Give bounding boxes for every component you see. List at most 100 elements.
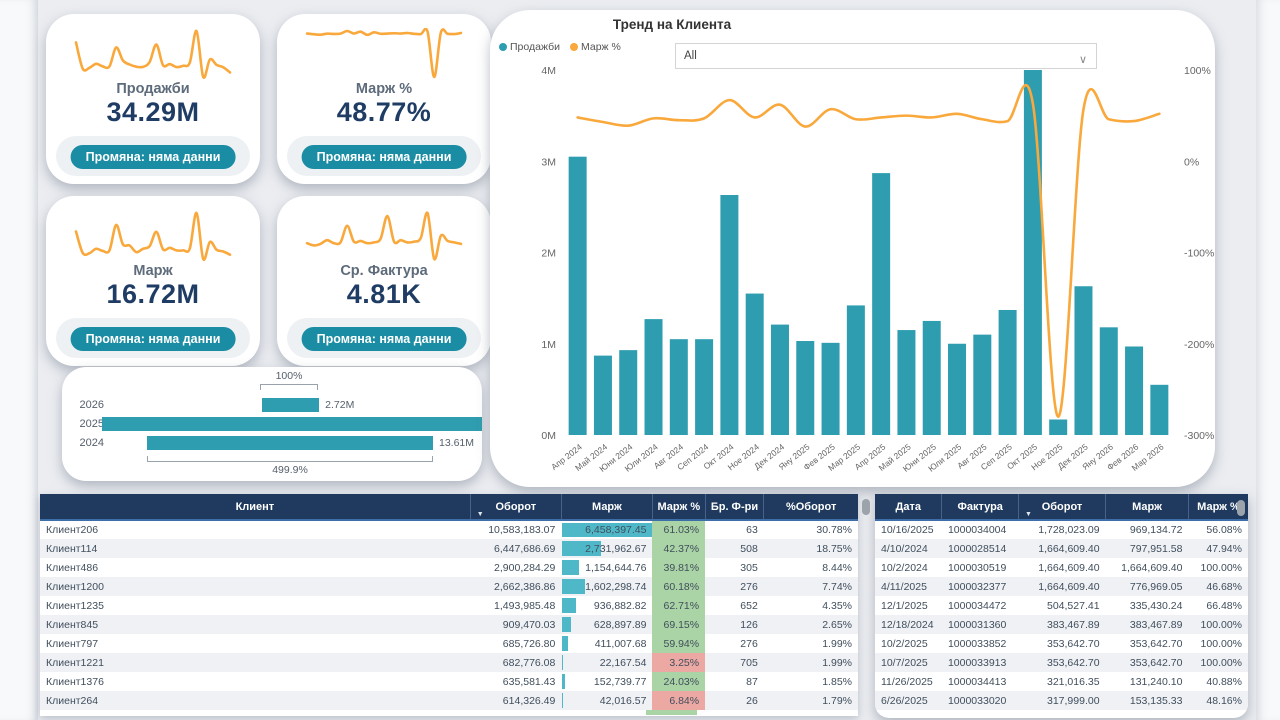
table-row[interactable]: 12/1/2025 1000034472 504,527.41 335,430.24 6… (875, 596, 1248, 615)
table-row[interactable]: 10/2/2025 1000033852 353,642.70 353,642.70 1… (875, 634, 1248, 653)
trend-bar[interactable] (998, 309, 1017, 435)
table-row[interactable]: 10/7/2025 1000033913 353,642.70 353,642.70 1… (875, 653, 1248, 672)
legend-dot-sales (499, 43, 507, 51)
table-row[interactable]: Клиент114 6,447,686.69 2,731,962.67 42.37% 5… (40, 539, 858, 558)
table-row[interactable]: 11/26/2025 1000034413 321,016.35 131,240.10… (875, 672, 1248, 691)
trend-bar[interactable] (619, 350, 638, 435)
column-format-underhang (646, 710, 697, 715)
column-header[interactable]: Оборот ▼ (470, 494, 562, 521)
kpi-value: 16.72M (106, 279, 200, 309)
table-cell: 1000033913 (941, 653, 1019, 672)
kpi-value: 4.81K (346, 279, 422, 309)
kpi-title: Марж (133, 263, 173, 279)
trend-bar[interactable] (948, 343, 967, 435)
table-cell: 126 (705, 615, 764, 634)
left-axis-tick: 4M (541, 65, 556, 77)
right-axis-tick: 100% (1184, 65, 1211, 77)
trend-bar[interactable] (897, 330, 916, 435)
year-bar-2024[interactable] (147, 436, 433, 450)
table-cell: Клиент797 (40, 634, 471, 653)
margin-sparkline (74, 211, 232, 262)
table-row[interactable]: Клиент1235 1,493,985.48 936,882.82 62.71% 65… (40, 596, 858, 615)
table-cell: 10/7/2025 (875, 653, 942, 672)
column-header[interactable]: Фактура (941, 494, 1019, 521)
column-header[interactable]: Клиент (40, 494, 471, 521)
table-cell: 504,527.41 (1018, 596, 1106, 615)
table-row[interactable]: Клиент1221 682,776.08 22,167.54 3.25% 705 1.9… (40, 653, 858, 672)
table-cell: 11/26/2025 (875, 672, 942, 691)
table-cell: 2,731,962.67 (561, 539, 653, 558)
trend-bar[interactable] (1049, 419, 1068, 435)
trend-bar[interactable] (669, 339, 688, 435)
trend-bar[interactable] (1023, 70, 1042, 435)
legend-item-margin-pct[interactable]: Марж % (569, 41, 621, 53)
trend-bar[interactable] (695, 339, 714, 435)
kpi-card-margin-pct[interactable]: Марж % 48.77% Промяна: няма данни (277, 14, 491, 184)
kpi-title: Марж % (355, 81, 413, 97)
table-cell: 63 (705, 520, 764, 539)
chevron-down-icon: ∨ (1078, 54, 1087, 66)
trend-bar[interactable] (568, 156, 587, 435)
clients-table-scrollbar[interactable] (862, 499, 870, 515)
trend-bar[interactable] (770, 324, 789, 435)
left-axis-tick: 1M (541, 339, 556, 351)
right-axis-tick: -100% (1184, 248, 1214, 260)
legend-label: Марж % (580, 41, 621, 53)
column-header[interactable]: Дата (875, 494, 943, 521)
table-row[interactable]: 10/2/2024 1000030519 1,664,609.40 1,664,609… (875, 558, 1248, 577)
table-cell: 652 (705, 596, 764, 615)
legend-item-sales[interactable]: Продажби (499, 41, 560, 53)
trend-bar[interactable] (846, 305, 865, 435)
column-header[interactable]: Оборот ▼ (1018, 494, 1107, 521)
table-cell: 614,326.49 (470, 691, 562, 710)
trend-bar[interactable] (821, 342, 840, 435)
trend-bar[interactable] (745, 293, 764, 435)
table-row[interactable]: Клиент206 10,583,183.07 6,458,397.45 61.03%… (40, 520, 858, 539)
column-header[interactable]: Бр. Ф-ри (705, 494, 765, 521)
column-header[interactable]: Марж (1105, 494, 1189, 521)
trend-bar[interactable] (973, 334, 992, 435)
clients-table-card: Клиент Оборот ▼ Марж Марж % Бр. Ф-ри %Оборот Кл… (40, 494, 858, 716)
invoices-table-scrollbar[interactable] (1237, 500, 1245, 516)
kpi-card-avg-invoice[interactable]: Ср. Фактура 4.81K Промяна: няма данни (277, 196, 491, 366)
table-row[interactable]: 12/18/2024 1000031360 383,467.89 383,467.89… (875, 615, 1248, 634)
table-cell: 46.68% (1188, 577, 1248, 596)
trend-bar[interactable] (644, 319, 663, 435)
table-row[interactable]: Клиент845 909,470.03 628,897.89 69.15% 126 2.… (40, 615, 858, 634)
table-cell: 7.74% (763, 577, 858, 596)
kpi-card-margin[interactable]: Марж 16.72M Промяна: няма данни (46, 196, 260, 366)
year-bar-2026[interactable] (262, 398, 320, 412)
kpi-card-sales[interactable]: Продажби 34.29M Промяна: няма данни (46, 14, 260, 184)
table-row[interactable]: Клиент797 685,726.80 411,007.68 59.94% 276 1.… (40, 634, 858, 653)
table-row[interactable]: Клиент1200 2,662,386.86 1,602,298.74 60.18%… (40, 577, 858, 596)
table-row[interactable]: 4/11/2025 1000032377 1,664,609.40 776,969.0… (875, 577, 1248, 596)
trend-bar[interactable] (593, 355, 612, 435)
column-header[interactable]: %Оборот (763, 494, 858, 521)
trend-bar[interactable] (922, 320, 941, 435)
client-filter-dropdown[interactable]: All ∨ (675, 43, 1097, 69)
yearly-sales-bar-chart[interactable]: 2026 2.72M 2025 2024 13.61M 100% 499.9% (62, 367, 482, 481)
column-header[interactable]: Марж % (652, 494, 706, 521)
table-row[interactable]: Клиент264 614,326.49 42,016.57 6.84% 26 1.79% (40, 691, 858, 710)
table-cell: Клиент1376 (40, 672, 471, 691)
table-cell: 705 (705, 653, 764, 672)
trend-bar[interactable] (1099, 327, 1118, 435)
table-row[interactable]: 10/16/2025 1000034004 1,728,023.09 969,134.… (875, 520, 1248, 539)
trend-bar[interactable] (720, 195, 739, 435)
table-row[interactable]: Клиент1376 635,581.43 152,739.77 24.03% 87 1.… (40, 672, 858, 691)
trend-bar[interactable] (872, 173, 891, 436)
year-bar-2025[interactable] (102, 417, 482, 431)
trend-bar[interactable] (1125, 346, 1144, 435)
table-row[interactable]: 4/10/2024 1000028514 1,664,609.40 797,951.5… (875, 539, 1248, 558)
trend-bar[interactable] (1150, 384, 1169, 435)
table-row[interactable]: 6/26/2025 1000033020 317,999.00 153,135.33 4… (875, 691, 1248, 710)
table-cell: Клиент1235 (40, 596, 471, 615)
trend-bar[interactable] (796, 341, 815, 435)
table-row[interactable]: Клиент486 2,900,284.29 1,154,644.76 39.81% 3… (40, 558, 858, 577)
column-header[interactable]: Марж (561, 494, 653, 521)
table-cell: 18.75% (763, 539, 858, 558)
margin-databar (562, 598, 576, 613)
trend-bar[interactable] (1074, 286, 1093, 435)
clients-table: Клиент Оборот ▼ Марж Марж % Бр. Ф-ри %Оборот Кл… (40, 494, 858, 710)
table-cell: 87 (705, 672, 764, 691)
